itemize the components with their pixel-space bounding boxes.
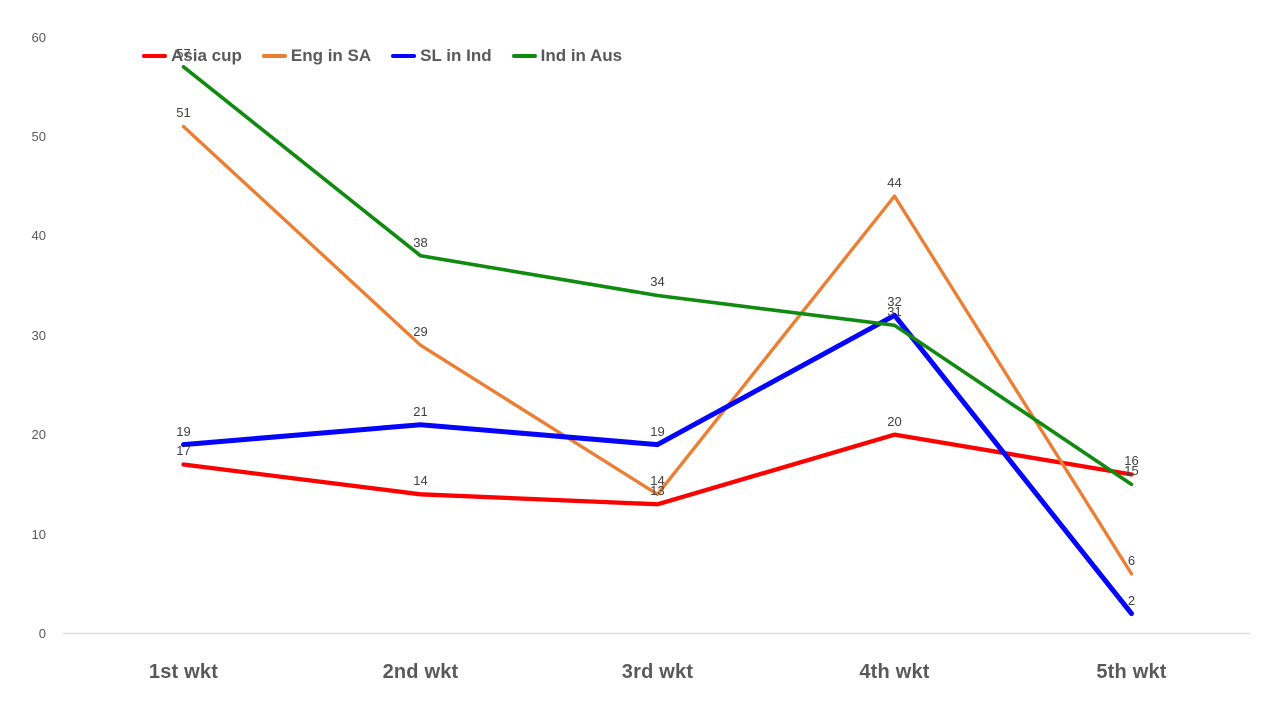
y-tick-label-30: 30 (31, 327, 46, 343)
legend-label-eng-in-sa: Eng in SA (290, 46, 372, 65)
data-label-sl-in-ind-1: 19 (176, 423, 191, 439)
y-tick-label-10: 10 (31, 526, 46, 542)
series-line-eng-in-sa (181, 124, 1134, 576)
y-tick-label-0: 0 (38, 626, 46, 641)
data-label-eng-in-sa-1: 51 (176, 105, 191, 121)
x-category-label-1: 1st wkt (148, 661, 219, 683)
x-category-label-2: 2nd wkt (382, 661, 459, 683)
legend-swatch-icon (511, 54, 537, 58)
data-label-eng-in-sa-3: 14 (650, 473, 665, 489)
legend-item-eng-in-sa: Eng in SA (261, 46, 372, 66)
data-label-ind-in-aus-5: 15 (1124, 463, 1139, 479)
data-label-ind-in-aus-3: 34 (650, 274, 665, 290)
legend-label-sl-in-ind: SL in Ind (420, 46, 492, 65)
y-tick-label-40: 40 (31, 228, 46, 244)
legend-item-ind-in-aus: Ind in Aus (511, 46, 623, 66)
legend-label-asia-cup: Asia cup (171, 46, 242, 65)
y-tick-label-20: 20 (31, 427, 46, 443)
data-label-asia-cup-5: 16 (1124, 453, 1139, 469)
data-label-sl-in-ind-4: 32 (887, 294, 902, 310)
data-label-eng-in-sa-4: 44 (887, 175, 902, 191)
legend: Asia cup Eng in SA SL in Ind Ind in Aus (142, 46, 622, 66)
legend-swatch-icon (261, 54, 287, 58)
legend-label-ind-in-aus: Ind in Aus (540, 46, 623, 65)
data-label-sl-in-ind-2: 21 (413, 403, 428, 419)
legend-item-asia-cup: Asia cup (142, 46, 242, 66)
data-label-eng-in-sa-5: 6 (1127, 552, 1136, 568)
data-label-asia-cup-4: 20 (887, 413, 902, 429)
data-label-asia-cup-2: 14 (413, 473, 428, 489)
x-category-label-5: 5th wkt (1096, 661, 1167, 683)
data-label-ind-in-aus-2: 38 (413, 234, 428, 250)
data-label-sl-in-ind-5: 2 (1127, 592, 1136, 608)
series-line-sl-in-ind (181, 312, 1134, 617)
data-label-ind-in-aus-4: 31 (887, 304, 902, 320)
data-label-sl-in-ind-3: 19 (650, 423, 665, 439)
x-category-label-4: 4th wkt (859, 661, 930, 683)
data-label-ind-in-aus-1: 57 (176, 45, 191, 61)
series-line-ind-in-aus (181, 65, 1134, 487)
x-category-label-3: 3rd wkt (621, 661, 694, 683)
data-label-eng-in-sa-2: 29 (413, 324, 428, 340)
data-label-asia-cup-3: 13 (650, 483, 665, 499)
legend-swatch-icon (391, 54, 417, 58)
legend-item-sl-in-ind: SL in Ind (391, 46, 492, 66)
series-line-asia-cup (181, 432, 1134, 507)
y-tick-label-50: 50 (31, 128, 46, 144)
legend-swatch-icon (142, 54, 167, 58)
data-label-asia-cup-1: 17 (176, 443, 191, 459)
y-tick-label-60: 60 (31, 29, 46, 45)
